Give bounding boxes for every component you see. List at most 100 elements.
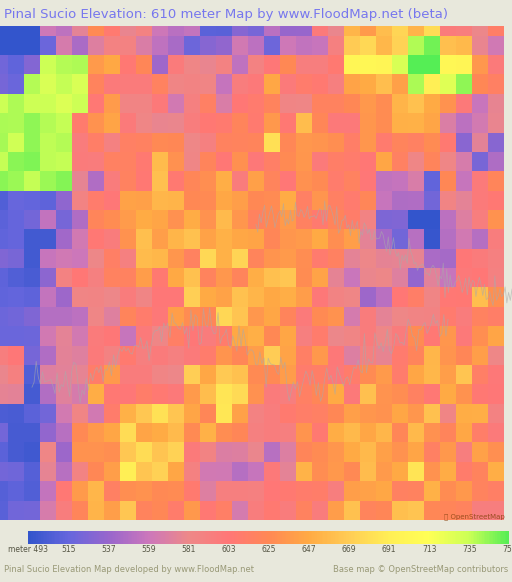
Text: 691: 691	[382, 545, 396, 553]
Bar	[96, 531, 97, 544]
Bar	[381, 531, 383, 544]
Bar	[272, 531, 273, 544]
Bar	[360, 531, 362, 544]
Text: 559: 559	[141, 545, 156, 553]
Bar	[152, 531, 153, 544]
Bar	[142, 531, 144, 544]
Bar	[449, 531, 450, 544]
Bar	[310, 531, 312, 544]
Bar	[407, 531, 409, 544]
Bar	[147, 531, 148, 544]
Bar	[464, 531, 466, 544]
Bar	[109, 531, 110, 544]
Bar	[221, 531, 222, 544]
Bar	[445, 531, 447, 544]
Bar	[52, 531, 54, 544]
Bar	[373, 531, 375, 544]
Bar	[405, 531, 407, 544]
Bar	[51, 531, 52, 544]
Bar	[31, 531, 33, 544]
Bar	[179, 531, 181, 544]
Bar	[211, 531, 212, 544]
Bar	[354, 531, 355, 544]
Bar	[418, 531, 420, 544]
Bar	[235, 531, 237, 544]
Bar	[140, 531, 142, 544]
Bar	[439, 531, 440, 544]
Bar	[314, 531, 315, 544]
Bar	[190, 531, 192, 544]
Bar	[269, 531, 270, 544]
Bar	[88, 531, 89, 544]
Bar	[498, 531, 500, 544]
Bar	[161, 531, 163, 544]
Bar	[385, 531, 386, 544]
Bar	[318, 531, 320, 544]
Bar	[324, 531, 325, 544]
Bar	[225, 531, 227, 544]
Bar	[497, 531, 498, 544]
Bar	[184, 531, 185, 544]
Bar	[325, 531, 327, 544]
Bar	[39, 531, 41, 544]
Bar	[394, 531, 396, 544]
Bar	[35, 531, 36, 544]
Bar	[461, 531, 463, 544]
Bar	[145, 531, 147, 544]
Bar	[124, 531, 126, 544]
Bar	[97, 531, 99, 544]
Bar	[194, 531, 195, 544]
Bar	[169, 531, 171, 544]
Bar	[173, 531, 174, 544]
Bar	[421, 531, 423, 544]
Bar	[137, 531, 139, 544]
Bar	[453, 531, 455, 544]
Bar	[55, 531, 57, 544]
Bar	[362, 531, 364, 544]
Bar	[458, 531, 460, 544]
Bar	[416, 531, 418, 544]
Bar	[392, 531, 394, 544]
Bar	[46, 531, 48, 544]
Bar	[367, 531, 368, 544]
Bar	[182, 531, 184, 544]
Bar	[320, 531, 322, 544]
Bar	[115, 531, 116, 544]
Bar	[330, 531, 331, 544]
Bar	[334, 531, 336, 544]
Bar	[482, 531, 484, 544]
Bar	[389, 531, 391, 544]
Text: 🔍 OpenStreetMap: 🔍 OpenStreetMap	[443, 513, 504, 520]
Text: 735: 735	[462, 545, 477, 553]
Text: Pinal Sucio Elevation: 610 meter Map by www.FloodMap.net (beta): Pinal Sucio Elevation: 610 meter Map by …	[4, 8, 448, 21]
Bar	[357, 531, 359, 544]
Text: 515: 515	[61, 545, 75, 553]
Text: 647: 647	[302, 545, 316, 553]
Text: 669: 669	[342, 545, 356, 553]
Bar	[290, 531, 291, 544]
Bar	[503, 531, 505, 544]
Bar	[219, 531, 221, 544]
Bar	[212, 531, 215, 544]
Text: 757: 757	[502, 545, 512, 553]
Bar	[258, 531, 259, 544]
Bar	[131, 531, 133, 544]
Bar	[399, 531, 400, 544]
Text: 603: 603	[221, 545, 236, 553]
Bar	[62, 531, 63, 544]
Bar	[352, 531, 354, 544]
Bar	[264, 531, 266, 544]
Bar	[166, 531, 168, 544]
Bar	[177, 531, 179, 544]
Bar	[185, 531, 187, 544]
Bar	[386, 531, 388, 544]
Bar	[208, 531, 209, 544]
Bar	[230, 531, 232, 544]
Bar	[338, 531, 339, 544]
Bar	[312, 531, 314, 544]
Bar	[500, 531, 501, 544]
Bar	[375, 531, 376, 544]
Bar	[157, 531, 158, 544]
Bar	[245, 531, 246, 544]
Bar	[378, 531, 379, 544]
